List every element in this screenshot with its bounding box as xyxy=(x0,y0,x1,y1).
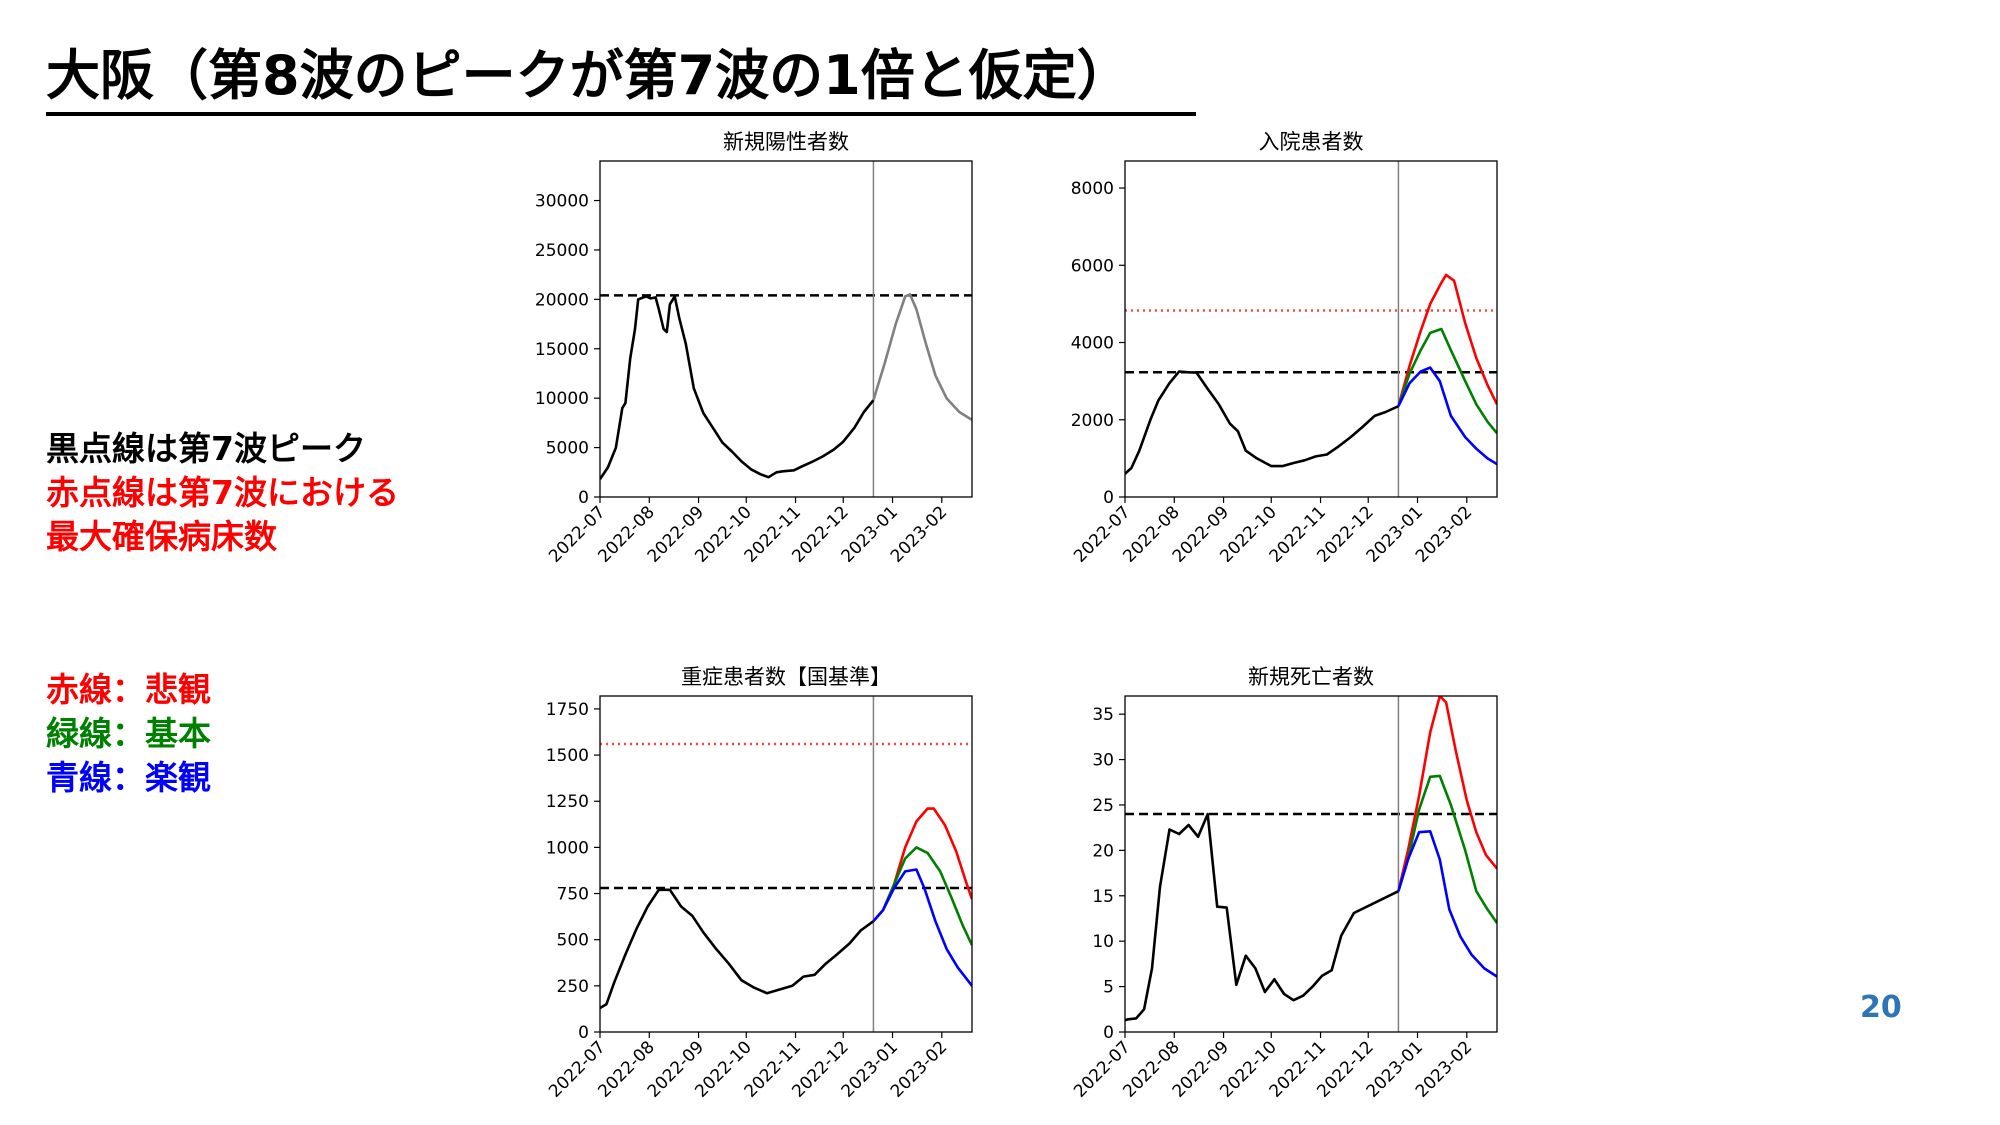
plot-frame xyxy=(1124,695,1498,1033)
note-red-dotted-2: 最大確保病床数 xyxy=(46,517,277,556)
y-tick-label: 10000 xyxy=(535,389,589,409)
y-tick-label: 1250 xyxy=(546,792,589,812)
y-tick-label: 8000 xyxy=(1071,179,1114,199)
y-tick-label: 35 xyxy=(1092,705,1114,725)
y-tick-label: 2000 xyxy=(1071,411,1114,431)
legend-green-basic: 緑線：基本 xyxy=(46,714,211,753)
series-line-3 xyxy=(872,868,972,987)
y-tick-label: 20000 xyxy=(535,290,589,310)
y-tick-label: 15000 xyxy=(535,340,589,360)
y-tick-label: 250 xyxy=(557,977,589,997)
page-number: 20 xyxy=(1860,990,1902,1025)
y-tick-label: 0 xyxy=(1103,488,1114,508)
series-line-3 xyxy=(1397,830,1497,978)
series-line-2 xyxy=(1397,327,1497,435)
series-line-1 xyxy=(872,807,972,923)
series-line-0 xyxy=(1125,370,1399,475)
chart-title: 入院患者数 xyxy=(1259,130,1364,154)
y-tick-label: 4000 xyxy=(1071,334,1114,354)
chart-new-deaths: 新規死亡者数051015202530352022-072022-082022-0… xyxy=(1070,665,1498,1102)
series-line-0 xyxy=(600,295,875,480)
y-tick-label: 30000 xyxy=(535,192,589,212)
plot-area xyxy=(600,161,972,497)
chart-severe: 重症患者数【国基準】025050075010001250150017502022… xyxy=(545,665,973,1102)
y-tick-label: 5 xyxy=(1103,978,1114,998)
plot-area xyxy=(600,696,972,1032)
y-tick-label: 10 xyxy=(1092,932,1114,952)
series-line-1 xyxy=(1397,273,1497,407)
y-tick-label: 0 xyxy=(578,488,589,508)
chart-title: 新規死亡者数 xyxy=(1248,665,1374,689)
y-tick-label: 0 xyxy=(1103,1023,1114,1043)
legend-red-pessimistic: 赤線：悲観 xyxy=(46,670,211,709)
note-red-dotted-1: 赤点線は第7波における xyxy=(46,473,399,512)
chart-hospitalized: 入院患者数020004000600080002022-072022-082022… xyxy=(1070,130,1498,567)
y-tick-label: 20 xyxy=(1092,841,1114,861)
y-tick-label: 30 xyxy=(1092,751,1114,771)
chart-new-positives: 新規陽性者数0500010000150002000025000300002022… xyxy=(535,130,973,567)
note-black-dotted: 黒点線は第7波ピーク xyxy=(46,429,366,468)
plot-frame xyxy=(599,695,973,1033)
y-tick-label: 750 xyxy=(557,885,589,905)
y-tick-label: 500 xyxy=(557,931,589,951)
y-tick-label: 1500 xyxy=(546,746,589,766)
plot-frame xyxy=(599,160,973,498)
series-line-1 xyxy=(872,293,972,422)
series-line-2 xyxy=(1397,774,1497,924)
legend-blue-optimistic: 青線：楽観 xyxy=(46,758,211,797)
plot-area xyxy=(1125,161,1497,497)
y-tick-label: 6000 xyxy=(1071,256,1114,276)
plot-frame xyxy=(1124,160,1498,498)
series-line-0 xyxy=(1125,812,1399,1022)
y-tick-label: 5000 xyxy=(546,439,589,459)
slide-title: 大阪（第8波のピークが第7波の1倍と仮定） xyxy=(46,40,1196,116)
series-line-3 xyxy=(1397,366,1497,466)
plot-area xyxy=(1125,696,1497,1032)
chart-title: 重症患者数【国基準】 xyxy=(681,665,891,689)
series-line-2 xyxy=(872,846,972,946)
y-tick-label: 1750 xyxy=(546,700,589,720)
y-tick-label: 1000 xyxy=(546,838,589,858)
series-line-0 xyxy=(600,888,875,1010)
y-tick-label: 0 xyxy=(578,1023,589,1043)
y-tick-label: 25 xyxy=(1092,796,1114,816)
y-tick-label: 25000 xyxy=(535,241,589,261)
chart-title: 新規陽性者数 xyxy=(723,130,849,154)
series-line-1 xyxy=(1397,696,1497,892)
y-tick-label: 15 xyxy=(1092,887,1114,907)
